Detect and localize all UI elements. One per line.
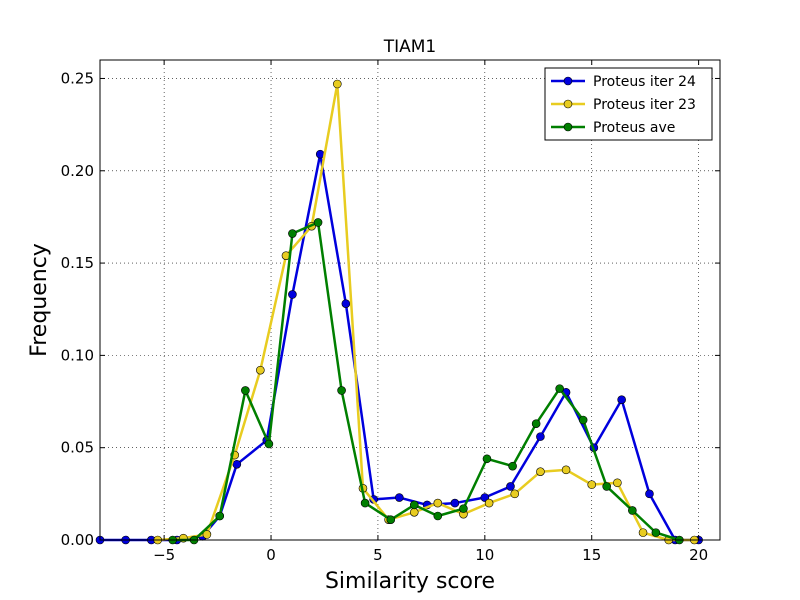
plot-frame	[99, 59, 721, 541]
data-point	[638, 528, 648, 537]
legend-marker	[563, 76, 573, 86]
data-point	[613, 478, 622, 488]
x-tick-label: 5	[373, 546, 383, 564]
data-point	[578, 415, 588, 425]
x-tick-label: 15	[582, 546, 601, 564]
data-point	[333, 79, 342, 89]
data-point	[288, 290, 297, 299]
legend-entry: Proteus ave	[551, 120, 675, 136]
data-point	[482, 454, 492, 464]
data-point	[508, 461, 517, 471]
x-tick-label: 20	[689, 546, 708, 564]
data-point	[264, 439, 274, 449]
chart-title: TIAM1	[383, 37, 437, 57]
data-point	[360, 498, 370, 508]
y-tick-label: 0.00	[61, 531, 94, 549]
data-point	[536, 432, 545, 441]
data-point	[337, 386, 346, 395]
legend-entry: Proteus iter 24	[551, 74, 696, 90]
x-tick-label: −5	[153, 546, 175, 564]
data-point	[341, 299, 351, 308]
data-point	[536, 467, 545, 476]
data-point	[561, 465, 571, 475]
y-axis-label: Frequency	[27, 243, 52, 357]
legend-label: Proteus iter 23	[593, 97, 696, 113]
y-tick-label: 0.20	[61, 162, 94, 180]
series-3	[168, 218, 684, 545]
legend-label: Proteus iter 24	[593, 74, 696, 90]
data-point	[433, 498, 443, 508]
legend-marker	[563, 122, 573, 132]
data-point	[256, 365, 265, 375]
series-layer	[95, 79, 703, 545]
data-point	[232, 460, 242, 469]
y-tick-label: 0.15	[61, 254, 94, 272]
series-line	[172, 221, 680, 542]
data-point	[202, 530, 212, 539]
data-point	[459, 504, 468, 513]
data-point	[215, 511, 225, 521]
y-tick-label: 0.05	[61, 439, 94, 457]
y-tick-label: 0.25	[61, 69, 94, 87]
data-point	[651, 528, 661, 537]
ticks: −5 0 5 10 15 20 0.00 0.05 0.10 0.15 0.20 0.25	[61, 60, 720, 564]
data-point	[617, 395, 626, 404]
x-tick-label: 0	[266, 546, 276, 564]
data-point	[313, 218, 323, 227]
y-tick-label: 0.10	[61, 346, 94, 364]
data-point	[645, 489, 654, 499]
data-point	[531, 419, 541, 428]
legend: Proteus iter 24 Proteus iter 23 Proteus av…	[544, 67, 713, 141]
legend-marker	[563, 99, 573, 109]
legend-label: Proteus ave	[593, 120, 675, 136]
data-point	[587, 480, 597, 489]
data-point	[288, 229, 297, 238]
x-tick-label: 10	[475, 546, 494, 564]
data-point	[450, 498, 460, 508]
legend-entry: Proteus iter 23	[551, 97, 696, 113]
data-point	[506, 482, 515, 491]
data-point	[602, 482, 611, 491]
data-point	[241, 386, 250, 395]
data-point	[555, 384, 564, 393]
x-axis-label: Similarity score	[325, 569, 495, 594]
data-point	[484, 498, 494, 508]
data-point	[628, 506, 637, 515]
data-point	[386, 515, 396, 524]
data-point	[409, 508, 419, 517]
data-point	[510, 489, 520, 499]
data-point	[395, 493, 404, 502]
data-point	[409, 500, 419, 510]
data-point	[433, 511, 443, 521]
